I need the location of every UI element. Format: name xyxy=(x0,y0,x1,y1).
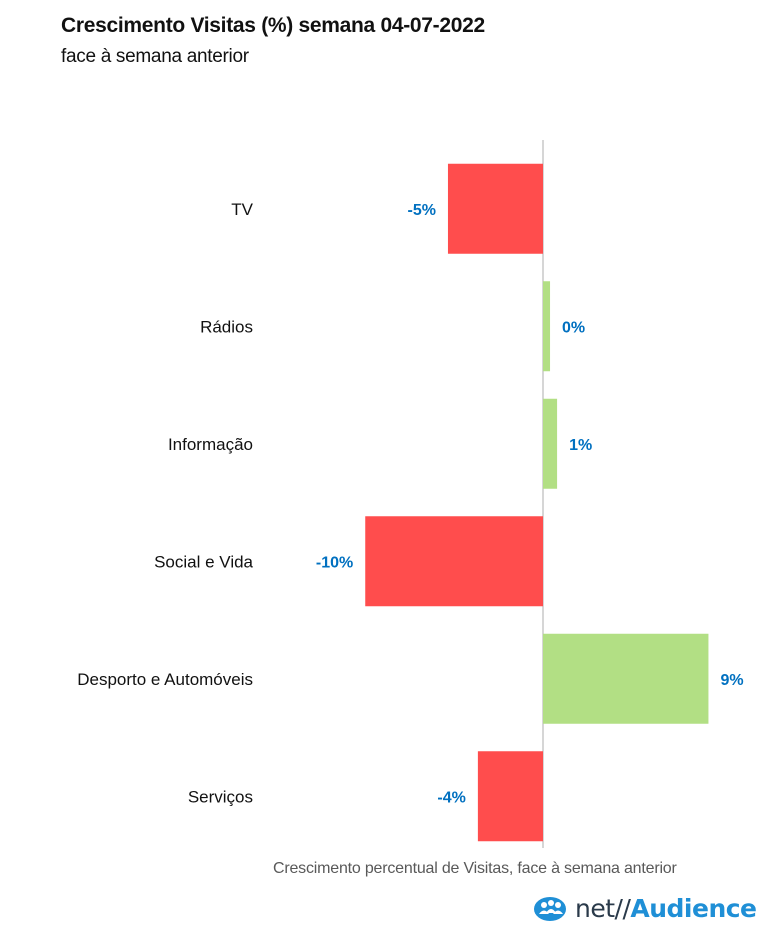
bar xyxy=(365,516,543,607)
data-label: -10% xyxy=(316,554,353,571)
category-label: Desporto e Automóveis xyxy=(77,670,253,689)
category-label: Serviços xyxy=(188,787,253,806)
category-label: Rádios xyxy=(200,317,253,336)
data-label: 0% xyxy=(562,319,585,336)
bar xyxy=(543,281,551,372)
bar xyxy=(477,751,543,842)
data-label: 9% xyxy=(720,672,743,689)
logo-net-text: net// xyxy=(575,893,631,923)
netaudience-logo: net//Audience xyxy=(533,892,757,924)
category-label: Social e Vida xyxy=(154,552,253,571)
chart-title: Crescimento Visitas (%) semana 04-07-202… xyxy=(61,14,485,37)
logo-audience-text: Audience xyxy=(630,893,757,923)
chart-subtitle: face à semana anterior xyxy=(61,46,249,67)
bar xyxy=(447,163,543,254)
data-label: 1% xyxy=(569,437,592,454)
data-label: -5% xyxy=(408,202,436,219)
category-label: TV xyxy=(231,200,253,219)
bar xyxy=(543,633,709,724)
x-axis-caption: Crescimento percentual de Visitas, face … xyxy=(273,860,677,877)
category-label: Informação xyxy=(168,435,253,454)
people-cloud-icon xyxy=(534,897,566,921)
bar xyxy=(543,398,558,489)
data-label: -4% xyxy=(437,789,465,806)
